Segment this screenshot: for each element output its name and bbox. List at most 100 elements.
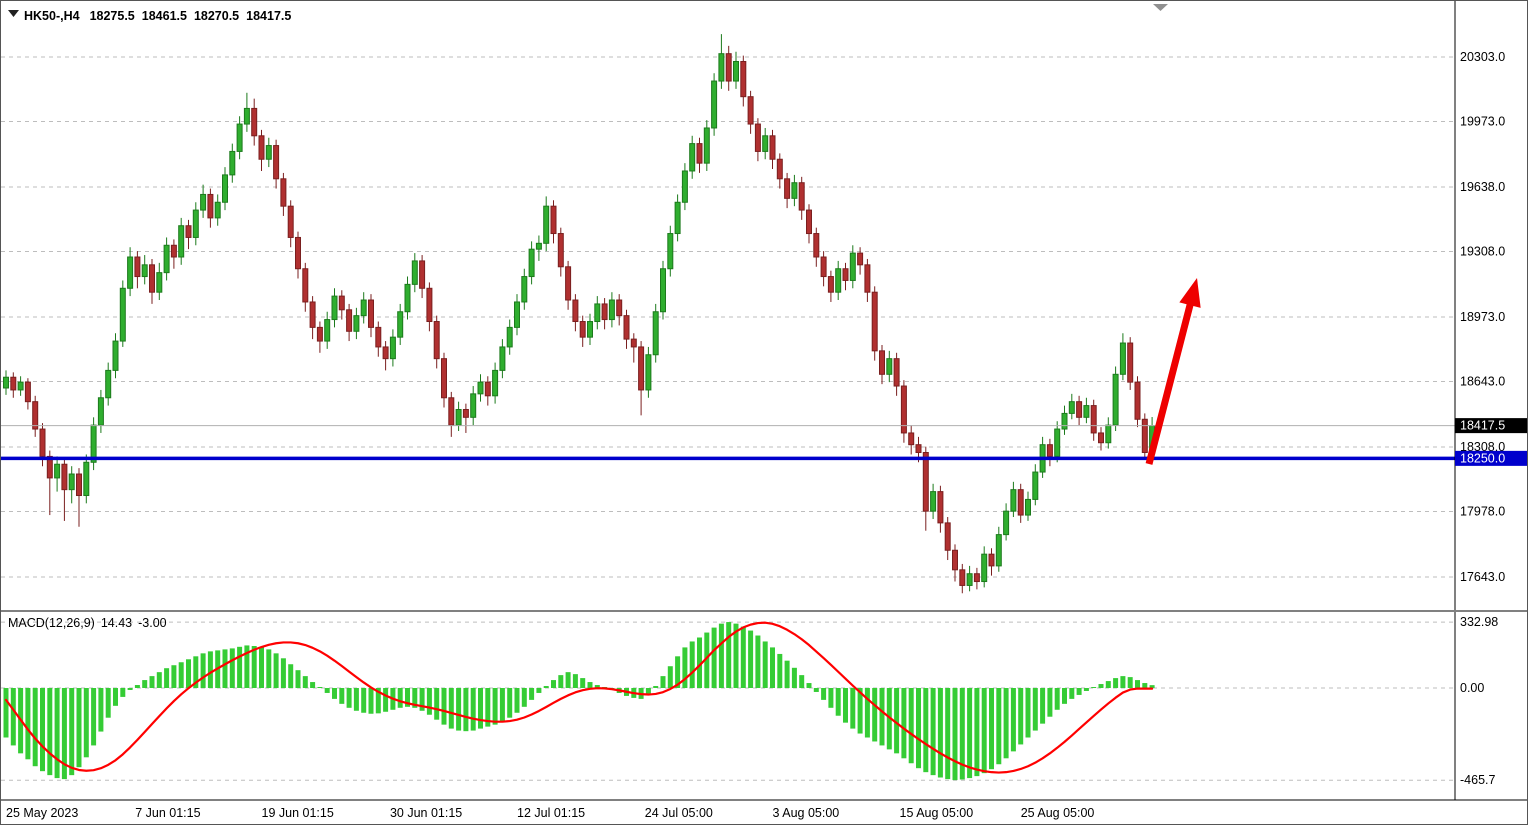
macd-histogram-bar [346, 688, 352, 708]
time-axis-label[interactable]: 12 Jul 01:15 [517, 806, 585, 820]
ohlc-close: 18417.5 [246, 9, 291, 23]
time-axis-label[interactable]: 30 Jun 01:15 [390, 806, 462, 820]
macd-histogram-bar [120, 688, 126, 697]
bull-candle [411, 260, 418, 285]
macd-histogram-bar [280, 658, 286, 688]
macd-histogram-bar [105, 688, 111, 718]
bull-candle [689, 143, 696, 172]
bull-candle [499, 346, 506, 371]
bull-candle [835, 268, 842, 293]
bear-candle [346, 309, 353, 332]
macd-axis-label: 332.98 [1460, 615, 1498, 629]
macd-name: MACD(12,26,9) [8, 616, 95, 630]
macd-histogram-bar [426, 688, 432, 715]
bear-candle [185, 225, 192, 238]
macd-histogram-bar [916, 688, 921, 769]
symbol-dropdown-icon[interactable] [8, 10, 19, 17]
macd-histogram-bar [945, 688, 951, 780]
grid-layer [1, 56, 1455, 781]
macd-histogram-bar [894, 688, 900, 754]
macd-histogram-bar [310, 682, 316, 688]
macd-histogram-bar [456, 688, 462, 731]
macd-title: MACD(12,26,9) 14.43 -3.00 [8, 616, 167, 630]
bear-candle [740, 60, 747, 98]
bull-candle [608, 299, 615, 321]
bear-candle [754, 123, 761, 152]
macd-histogram-bar [1113, 678, 1119, 688]
bear-candle [813, 233, 820, 258]
current-price-tag [1455, 418, 1528, 434]
macd-histogram-bar [332, 688, 337, 699]
time-axis-label[interactable]: 15 Aug 05:00 [900, 806, 974, 820]
chart-shift-marker-icon[interactable] [1153, 4, 1168, 11]
price-axis-label: 17978.0 [1460, 505, 1505, 519]
bear-candle [484, 381, 491, 397]
macd-histogram-bar [653, 686, 659, 688]
bull-candle [17, 381, 24, 391]
bull-candle [492, 369, 499, 397]
support-price-tag-text: 18250.0 [1460, 451, 1505, 465]
time-axis-label[interactable]: 19 Jun 01:15 [262, 806, 334, 820]
time-axis-label[interactable]: 7 Jun 01:15 [135, 806, 200, 820]
macd-histogram-bar [142, 680, 148, 688]
bear-candle [433, 321, 440, 360]
bear-candle [857, 252, 864, 266]
macd-histogram-bar [324, 688, 330, 693]
macd-histogram-bar [777, 653, 783, 688]
bear-candle [1046, 444, 1053, 457]
bear-candle [280, 178, 287, 207]
macd-histogram-bar [521, 688, 527, 707]
bull-candle [660, 268, 666, 313]
macd-histogram-bar [266, 649, 272, 688]
bear-candle [747, 96, 754, 125]
macd-histogram-bar [667, 666, 673, 688]
bull-candle [324, 319, 331, 342]
bull-candle [514, 301, 520, 328]
trend-arrow-head[interactable] [1179, 278, 1201, 308]
bear-candle [149, 264, 155, 293]
macd-histogram-bar [572, 674, 578, 688]
bear-candle [1134, 381, 1141, 420]
macd-histogram-bar [923, 688, 929, 773]
bull-candle [791, 182, 798, 199]
time-axis-label[interactable]: 24 Jul 05:00 [645, 806, 713, 820]
bear-candle [871, 291, 878, 352]
bull-candle [667, 233, 674, 270]
macd-histogram-bar [1010, 688, 1016, 752]
bear-candle [601, 303, 608, 321]
trend-arrow-shaft[interactable] [1145, 299, 1195, 465]
macd-histogram-bar [361, 688, 367, 713]
macd-histogram-bar [901, 688, 907, 759]
macd-histogram-bar [134, 685, 140, 688]
macd-histogram-bar [405, 688, 410, 707]
bear-candle [46, 455, 53, 479]
macd-histogram-bar [843, 688, 848, 723]
macd-histogram-bar [302, 676, 308, 688]
bull-candle [353, 315, 360, 332]
macd-histogram-bar [178, 662, 184, 688]
line-layer [1, 425, 1455, 461]
bear-candle [309, 301, 316, 328]
bull-candle [1054, 428, 1061, 457]
ohlc-low: 18270.5 [194, 9, 239, 23]
macd-histogram-bar [171, 665, 177, 688]
macd-histogram-bar [791, 667, 797, 688]
macd-histogram-bar [492, 688, 498, 725]
macd-histogram-bar [54, 688, 60, 779]
bull-candle [331, 295, 338, 321]
macd-histogram-bar [872, 688, 878, 742]
macd-histogram-bar [383, 688, 389, 712]
bull-candle [404, 283, 411, 313]
bull-candle [762, 135, 769, 152]
macd-histogram-bar [499, 688, 505, 722]
time-axis-label[interactable]: 3 Aug 05:00 [773, 806, 840, 820]
macd-histogram-bar [419, 688, 425, 711]
time-axis-label[interactable]: 25 Aug 05:00 [1021, 806, 1095, 820]
macd-histogram-bar [726, 622, 732, 688]
bear-candle [959, 569, 966, 586]
bull-candle [470, 393, 477, 418]
macd-histogram-bar [748, 630, 754, 688]
time-axis-label[interactable]: 25 May 2023 [6, 806, 78, 820]
